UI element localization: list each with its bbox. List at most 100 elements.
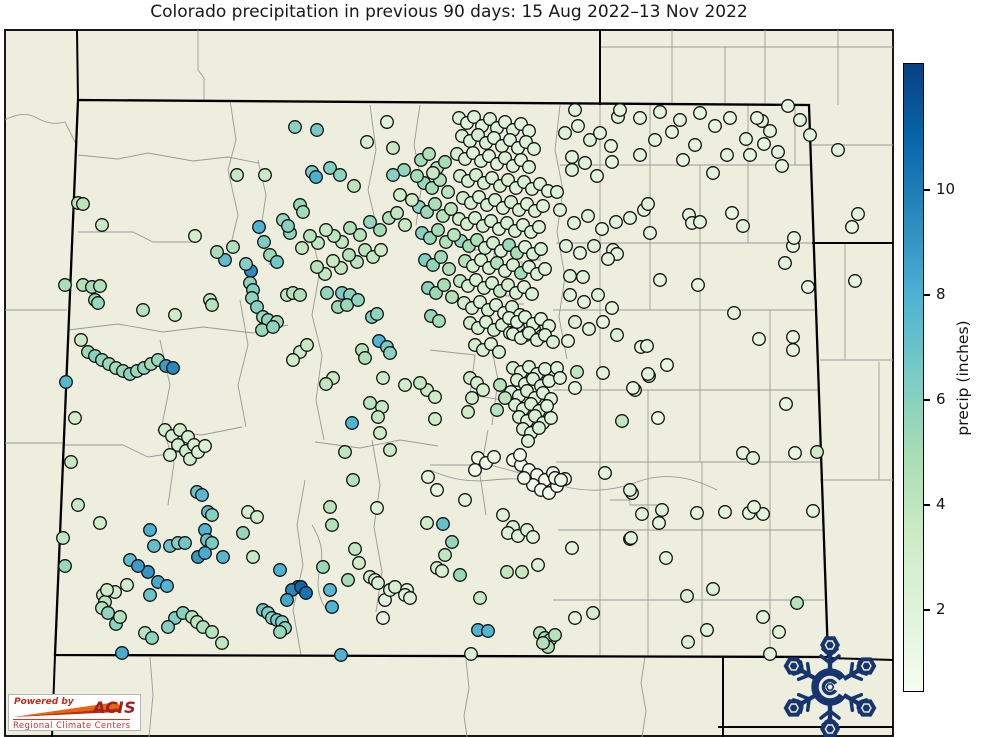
station-dot (320, 286, 334, 300)
station-dot (444, 202, 458, 216)
station-dot (583, 133, 597, 147)
station-dot (250, 510, 264, 524)
station-dot (605, 155, 619, 169)
station-dot (101, 606, 115, 620)
station-dot (100, 583, 114, 597)
colorbar-tickmark (924, 294, 930, 297)
station-dot (567, 216, 581, 230)
station-dot (727, 306, 741, 320)
station-dot (358, 351, 372, 365)
colorbar-tickmark (924, 609, 930, 612)
station-dot (565, 541, 579, 555)
station-dot (161, 620, 175, 634)
station-dot (428, 412, 442, 426)
station-dot (326, 254, 340, 268)
station-dot (775, 159, 789, 173)
station-dot (71, 498, 85, 512)
station-dot (604, 139, 618, 153)
station-dot (363, 215, 377, 229)
station-dot (93, 516, 107, 530)
acis-swoosh-icon (13, 702, 121, 717)
station-dot (310, 123, 324, 137)
station-dot (779, 397, 793, 411)
station-dot (676, 153, 690, 167)
station-dot (581, 209, 595, 223)
station-dot (281, 219, 295, 233)
colorbar-tick-label: 2 (936, 600, 946, 619)
station-dot (198, 439, 212, 453)
station-dot (786, 343, 800, 357)
station-dot (534, 242, 548, 256)
station-dot (376, 371, 390, 385)
station-dot (653, 273, 667, 287)
station-dot (623, 211, 637, 225)
station-dot (310, 260, 324, 274)
station-dot (532, 421, 546, 435)
station-dot (398, 218, 412, 232)
station-dot (653, 105, 667, 119)
station-dot (527, 142, 541, 156)
station-dot (230, 168, 244, 182)
station-dot (338, 445, 352, 459)
station-dot (641, 197, 655, 211)
station-dot (659, 551, 673, 565)
station-dot (810, 445, 824, 459)
station-dot (739, 132, 753, 146)
station-dot (160, 579, 174, 593)
station-dot (772, 625, 786, 639)
station-dot (473, 591, 487, 605)
station-dot (568, 315, 582, 329)
station-dot (763, 647, 777, 661)
snowflake-inner-c (821, 678, 838, 696)
station-dot (803, 128, 817, 142)
station-dot (447, 228, 461, 242)
colorado-climate-center-snowflake-logo (783, 636, 877, 737)
station-dot (286, 353, 300, 367)
station-dot (131, 559, 145, 573)
station-dot (498, 391, 512, 405)
station-dot (299, 586, 313, 600)
station-dot (347, 179, 361, 193)
station-dot (458, 493, 472, 507)
station-dot (168, 308, 182, 322)
station-dot (380, 115, 394, 129)
station-dot (266, 320, 280, 334)
colorbar-tickmark (924, 504, 930, 507)
station-dot (465, 391, 479, 405)
station-dot (293, 288, 307, 302)
station-dot (205, 298, 219, 312)
station-dot (373, 426, 387, 440)
station-dot (680, 589, 694, 603)
station-dot (303, 229, 317, 243)
station-dot (845, 220, 859, 234)
station-dot (483, 112, 497, 126)
station-dot (371, 410, 385, 424)
station-dot (778, 256, 792, 270)
station-dot (487, 450, 501, 464)
station-dot (652, 516, 666, 530)
station-dot (718, 505, 732, 519)
station-dot (188, 229, 202, 243)
station-dot (383, 443, 397, 457)
station-dot (591, 288, 605, 302)
station-dot (74, 333, 88, 347)
station-dot (390, 206, 404, 220)
station-dot (522, 160, 536, 174)
station-dot (787, 231, 801, 245)
station-dot (370, 307, 384, 321)
station-dot (226, 240, 240, 254)
station-dots-layer (56, 99, 865, 662)
station-dot (323, 500, 337, 514)
station-dot (743, 148, 757, 162)
station-dot (136, 303, 150, 317)
station-dot (333, 168, 347, 182)
station-dot (345, 416, 359, 430)
station-dot (565, 163, 579, 177)
station-dot (426, 166, 440, 180)
station-dot (596, 315, 610, 329)
station-dot (376, 611, 390, 625)
station-dot (786, 330, 800, 344)
station-dot (421, 470, 435, 484)
acis-logo: Powered by ACIS Regional Climate Centers (8, 694, 141, 731)
station-dot (593, 126, 607, 140)
